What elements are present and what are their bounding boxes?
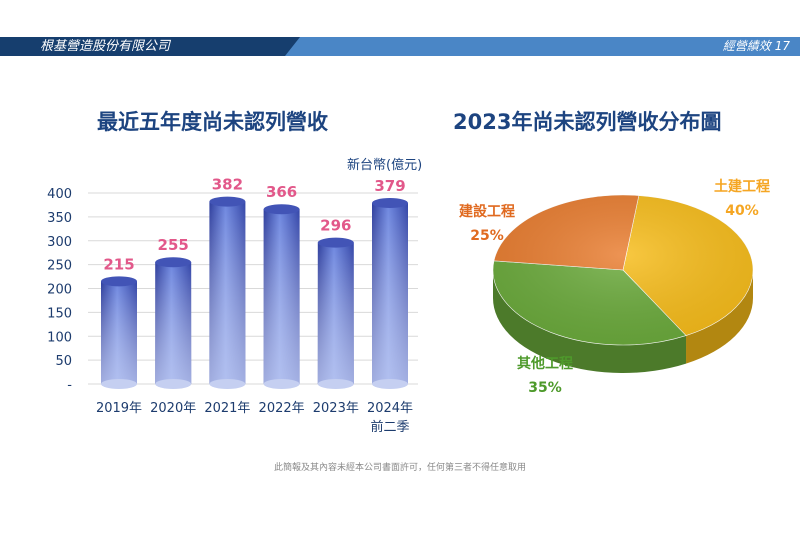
bar	[209, 196, 246, 389]
bar-chart-unit: 新台幣(億元)	[347, 158, 423, 173]
header-bar: 根基營造股份有限公司 經營績效 17	[0, 37, 800, 56]
y-tick-label: 300	[47, 235, 72, 250]
bar-value-label: 255	[158, 236, 189, 254]
y-tick-label: 50	[55, 354, 72, 369]
pie-slice-value-label: 35%	[528, 380, 562, 396]
x-tick-label: 2022年	[259, 401, 305, 416]
pie-chart-title: 2023年尚未認列營收分布圖	[453, 110, 722, 134]
footer-disclaimer: 此簡報及其內容未經本公司書面許可，任何第三者不得任意取用	[273, 463, 526, 473]
y-tick-label: -	[67, 378, 72, 393]
company-name: 根基營造股份有限公司	[40, 39, 171, 54]
bar	[101, 276, 137, 389]
bar	[317, 237, 354, 389]
y-tick-label: 250	[47, 259, 72, 274]
bar-value-label: 379	[374, 177, 405, 195]
x-tick-label: 前二季	[370, 419, 409, 435]
bar-value-label: 215	[103, 255, 134, 273]
pie-slice-label: 其他工程	[517, 355, 573, 372]
y-tick-label: 400	[47, 187, 72, 202]
x-tick-label: 2019年	[96, 401, 142, 416]
pie-slice-value-label: 25%	[470, 228, 504, 244]
pie-slice-side	[492, 270, 687, 373]
pie-slice-side	[686, 270, 753, 364]
x-tick-label: 2020年	[150, 401, 196, 416]
bar-chart-title: 最近五年度尚未認列營收	[97, 110, 328, 134]
section-label: 經營績效	[722, 39, 771, 53]
pie-slice-value-label: 40%	[725, 203, 759, 219]
page-number: 17	[774, 39, 790, 53]
bar-value-label: 382	[212, 176, 243, 194]
bar	[263, 204, 300, 389]
pie-slice-label: 建設工程	[459, 203, 515, 220]
y-tick-label: 350	[47, 211, 72, 226]
x-tick-label: 2024年	[367, 401, 413, 416]
bar	[155, 257, 192, 389]
bar	[372, 198, 408, 389]
header-company-band	[0, 37, 300, 56]
bar-value-label: 366	[266, 183, 297, 201]
y-tick-label: 200	[47, 283, 72, 298]
x-tick-label: 2023年	[313, 401, 359, 416]
y-tick-label: 150	[47, 306, 72, 321]
pie-slice-label: 土建工程	[714, 178, 770, 195]
bar-value-label: 296	[320, 217, 351, 235]
x-tick-label: 2021年	[204, 401, 250, 416]
y-tick-label: 100	[47, 330, 72, 345]
section-title: 經營績效 17	[719, 38, 790, 55]
